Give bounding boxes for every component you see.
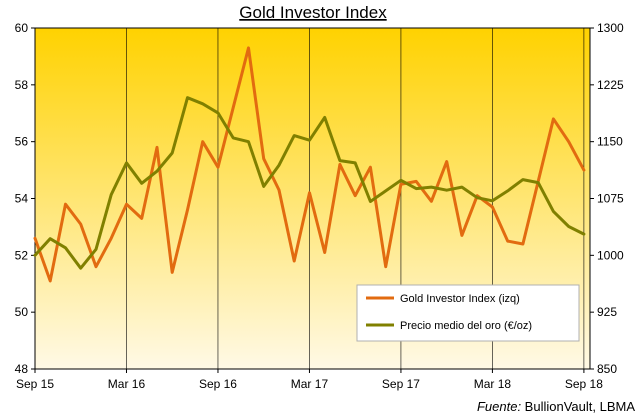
y-right-tick-label: 1300	[597, 21, 624, 35]
y-right-tick-label: 1225	[597, 78, 624, 92]
source-text: BullionVault, LBMA	[521, 399, 635, 414]
y-right-tick-label: 1075	[597, 192, 624, 206]
x-tick-label: Sep 17	[382, 377, 420, 391]
y-right-tick-label: 850	[597, 362, 617, 376]
grid-lines	[126, 28, 585, 369]
source-label: Fuente:	[477, 399, 521, 414]
y-right-tick-label: 1000	[597, 248, 624, 262]
y-right-tick-label: 1150	[597, 135, 623, 149]
legend-box	[356, 284, 580, 342]
left-y-axis: 48 50 52 54 56 58 60	[15, 21, 35, 376]
y-left-tick-label: 54	[15, 192, 29, 206]
x-tick-label: Sep 16	[199, 377, 237, 391]
series-lines	[33, 46, 586, 283]
x-tick-label: Sep 18	[565, 377, 603, 391]
x-axis-ticks: Sep 15 Mar 16 Sep 16 Mar 17 Sep 17 Mar 18 Sep …	[16, 369, 603, 391]
chart-title: Gold Investor Index	[239, 3, 387, 22]
x-tick-label: Mar 18	[474, 377, 512, 391]
legend-label-gold-price: Precio medio del oro (€/oz)	[400, 320, 532, 332]
legend-label-gold-investor-index: Gold Investor Index (izq)	[400, 293, 520, 305]
source-note: Fuente: BullionVault, LBMA	[477, 399, 635, 414]
series-line-gold-price	[33, 96, 586, 270]
y-left-tick-label: 52	[15, 248, 29, 262]
y-left-tick-label: 50	[15, 305, 29, 319]
y-left-tick-label: 58	[15, 78, 29, 92]
x-tick-label: Sep 15	[16, 377, 54, 391]
y-left-tick-label: 48	[15, 362, 29, 376]
right-y-axis: 850 925 1000 1075 1150 1225 1300	[590, 21, 624, 376]
y-left-tick-label: 60	[15, 21, 29, 35]
x-tick-label: Mar 16	[108, 377, 146, 391]
legend: Gold Investor Index (izq) Precio medio d…	[356, 284, 580, 342]
series-line-gold-investor-index	[33, 46, 586, 283]
y-right-tick-label: 925	[597, 305, 617, 319]
y-left-tick-label: 56	[15, 135, 29, 149]
x-tick-label: Mar 17	[291, 377, 329, 391]
